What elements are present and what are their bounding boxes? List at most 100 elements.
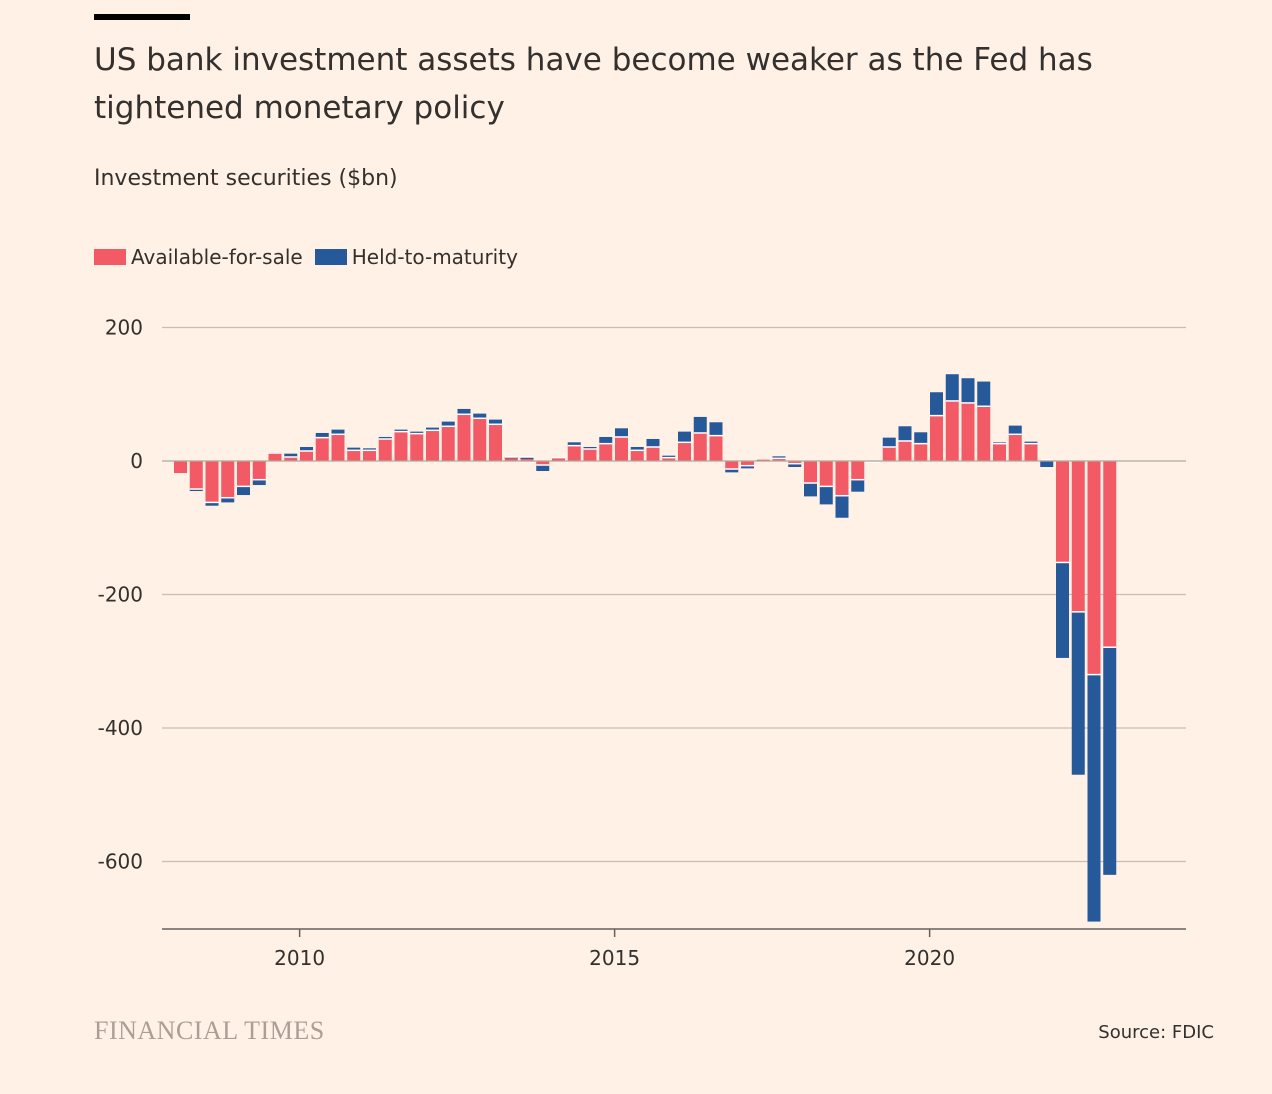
bar-afs: [599, 443, 613, 461]
bar-afs: [489, 424, 502, 461]
bar-htm: [945, 374, 959, 401]
bar-htm: [205, 502, 219, 506]
y-tick-label: -600: [98, 850, 143, 874]
bar-htm: [1008, 425, 1022, 435]
bar-afs: [1103, 461, 1117, 648]
bar-afs: [930, 415, 943, 461]
bar-htm: [819, 486, 833, 505]
bar-htm: [394, 429, 408, 432]
bar-afs: [1008, 434, 1022, 461]
y-tick-label: 0: [130, 449, 143, 473]
bar-afs: [693, 432, 707, 461]
bar-htm: [930, 392, 943, 416]
chart-title: US bank investment assets have become we…: [94, 42, 1093, 126]
bar-htm: [914, 432, 928, 444]
bar-chart: 200 0 -200 -400 -600 2010 2015 2020: [98, 316, 1186, 970]
bar-htm: [662, 455, 676, 458]
bar-afs: [945, 400, 959, 461]
bar-afs: [1056, 461, 1069, 563]
bar-afs: [221, 461, 235, 498]
bar-htm: [189, 489, 203, 492]
bar-afs: [426, 430, 439, 461]
bar-htm: [788, 463, 802, 468]
bar-afs: [237, 461, 250, 487]
bar-afs: [394, 431, 408, 461]
bar-afs: [331, 434, 345, 461]
bar-htm: [473, 413, 487, 419]
ft-logo: FINANCIAL TIMES: [94, 1016, 325, 1045]
bar-afs: [363, 450, 376, 461]
bar-htm: [1024, 441, 1038, 444]
bar-htm: [898, 426, 912, 441]
bar-htm: [851, 479, 865, 492]
bar-afs: [993, 443, 1006, 461]
bar-afs: [552, 457, 565, 461]
bar-afs: [709, 435, 723, 461]
bar-afs: [725, 461, 739, 470]
legend-item-htm: Held-to-maturity: [314, 243, 518, 271]
legend: Available-for-sale Held-to-maturity: [94, 243, 530, 271]
bar-afs: [268, 452, 282, 461]
bar-afs: [804, 461, 817, 484]
bar-afs: [914, 443, 928, 461]
bar-afs: [772, 458, 786, 461]
bar-htm: [835, 495, 849, 518]
bar-htm: [520, 456, 534, 459]
bar-htm: [646, 438, 660, 447]
y-tick-label: -400: [98, 716, 143, 740]
bar-htm: [741, 465, 754, 469]
bar-afs: [205, 461, 219, 503]
legend-item-afs: Available-for-sale: [94, 243, 303, 271]
bar-afs: [457, 414, 471, 461]
bar-htm: [599, 436, 613, 444]
bar-afs: [646, 446, 660, 461]
bar-afs: [678, 442, 691, 461]
bar-htm: [630, 446, 644, 451]
bar-afs: [347, 450, 361, 461]
bar-afs: [615, 436, 628, 461]
bar-afs: [741, 461, 754, 466]
bar-htm: [284, 453, 298, 457]
bar-afs: [898, 440, 912, 461]
bar-htm: [489, 419, 502, 425]
bar-afs: [835, 461, 849, 496]
legend-label-htm: Held-to-maturity: [351, 245, 518, 269]
bar-htm: [426, 427, 439, 431]
bar-afs: [1024, 443, 1038, 461]
bar-htm: [961, 378, 975, 403]
y-tick-label: 200: [105, 316, 143, 340]
bar-htm: [1087, 674, 1101, 922]
legend-swatch-htm: [314, 249, 347, 265]
bar-afs: [961, 402, 975, 461]
bar-htm: [725, 469, 739, 473]
bar-htm: [583, 446, 597, 449]
x-tick-label: 2015: [589, 946, 640, 970]
bar-htm: [363, 448, 376, 451]
bar-afs: [315, 437, 329, 461]
bar-htm: [772, 456, 786, 459]
legend-swatch-afs: [94, 249, 126, 265]
bar-afs: [630, 450, 644, 461]
bar-htm: [378, 436, 392, 439]
bar-htm: [1040, 459, 1054, 468]
source-note: Source: FDIC: [1098, 1022, 1214, 1043]
y-tick-label: -200: [98, 583, 143, 607]
bar-afs: [284, 456, 298, 461]
bar-afs: [410, 433, 424, 461]
bar-htm: [237, 486, 250, 496]
bar-afs: [756, 459, 770, 461]
bar-htm: [315, 432, 329, 438]
bar-afs: [851, 461, 865, 480]
legend-label-afs: Available-for-sale: [131, 245, 303, 269]
bar-htm: [709, 422, 723, 436]
bar-htm: [347, 447, 361, 451]
x-tick-label: 2020: [904, 946, 955, 970]
bar-htm: [1103, 647, 1117, 875]
bar-htm: [441, 421, 455, 427]
bar-htm: [331, 429, 345, 435]
bar-htm: [804, 483, 817, 497]
bar-htm: [1056, 562, 1069, 658]
bar-afs: [977, 406, 991, 461]
bar-htm: [221, 497, 235, 503]
x-tick-label: 2010: [274, 946, 325, 970]
